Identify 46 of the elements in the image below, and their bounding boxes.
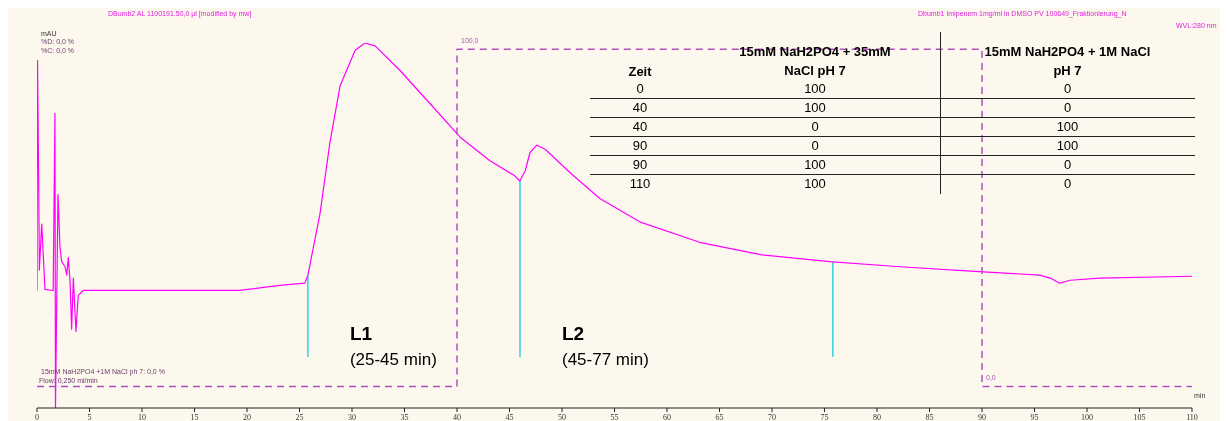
annotation: 15mM NaH2PO4 + 35mM NaCl pH 7 — [738, 43, 892, 80]
x-tick-label: 0 — [35, 412, 39, 421]
annotation: 0 — [1062, 156, 1073, 174]
x-tick-label: 80 — [873, 412, 881, 421]
annotation: 100 — [1055, 118, 1080, 136]
x-tick-label: 45 — [505, 412, 514, 421]
x-tick-label: 95 — [1030, 412, 1039, 421]
x-tick-label: 65 — [715, 412, 724, 421]
x-tick-label: 75 — [820, 412, 829, 421]
annotation: 100 — [803, 156, 827, 174]
x-tick-label: 40 — [453, 412, 461, 421]
x-tick-label: 60 — [663, 412, 671, 421]
annotation: 90 — [631, 156, 649, 174]
annotation: 0 — [635, 80, 645, 98]
annotation: 100 — [803, 99, 827, 117]
annotation: 0 — [1062, 80, 1073, 98]
x-tick-label: 30 — [348, 412, 356, 421]
x-tick-label: 90 — [978, 412, 986, 421]
annotation: Zeit — [627, 63, 653, 81]
x-tick-label: 100 — [1081, 412, 1093, 421]
annotation: 0 — [810, 137, 820, 155]
annotation: 40 — [631, 118, 649, 136]
x-tick-label: 25 — [295, 412, 304, 421]
annotation: 100 — [803, 80, 827, 98]
annotation: 90 — [631, 137, 649, 155]
annotation: 15mM NaH2PO4 + 1M NaCl pH 7 — [983, 43, 1152, 80]
ref-line-label: L1 (25-45 min) — [349, 323, 437, 369]
annotation: 100 — [1055, 137, 1080, 155]
annotation: 100 — [803, 175, 827, 193]
x-tick-label: 35 — [400, 412, 409, 421]
x-tick-label: 55 — [610, 412, 619, 421]
x-tick-label: 10 — [138, 412, 146, 421]
x-tick-label: 110 — [1186, 412, 1198, 421]
x-tick-label: 85 — [925, 412, 934, 421]
x-tick-label: 50 — [558, 412, 566, 421]
annotation: 0 — [1062, 99, 1073, 117]
x-tick-label: 70 — [768, 412, 776, 421]
x-tick-label: 105 — [1133, 412, 1146, 421]
annotation: 0 — [810, 118, 820, 136]
annotation: 40 — [631, 99, 649, 117]
annotation: 110 — [628, 175, 652, 193]
ref-line-label: L2 (45-77 min) — [562, 323, 649, 369]
x-tick-label: 15 — [190, 412, 199, 421]
x-tick-label: 20 — [243, 412, 251, 421]
annotation: 0 — [1062, 175, 1073, 193]
x-tick-label: 5 — [87, 412, 92, 421]
